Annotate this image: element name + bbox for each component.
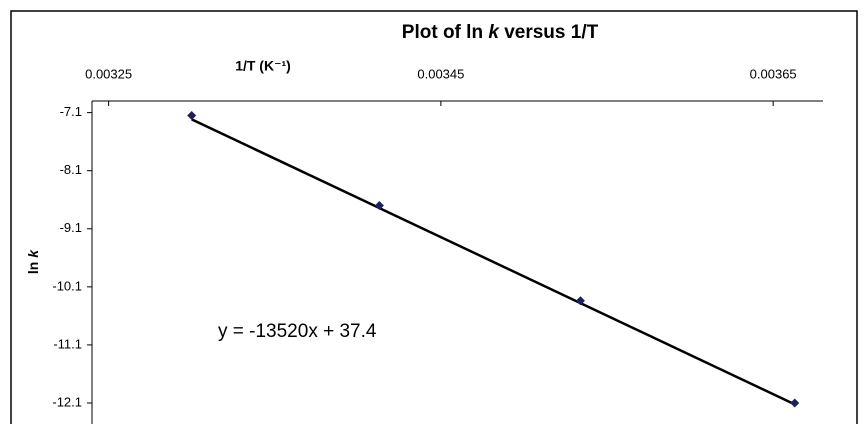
x-tick-label: 0.00345 xyxy=(417,66,464,81)
chart-title: Plot of ln k versus 1/T xyxy=(402,22,599,43)
trendline xyxy=(191,118,796,406)
data-point xyxy=(374,201,384,211)
chart-frame xyxy=(10,10,858,424)
x-axis-title: 1/T (K⁻¹) xyxy=(235,58,291,74)
data-point xyxy=(790,398,800,408)
y-tick-label: -11.1 xyxy=(53,336,82,351)
y-tick-label: -7.1 xyxy=(60,104,82,119)
x-tick-label: 0.00325 xyxy=(85,66,132,81)
y-axis-title: ln k xyxy=(25,249,41,274)
data-point xyxy=(187,111,197,121)
trendline-equation: y = -13520x + 37.4 xyxy=(218,321,377,342)
y-tick-label: -12.1 xyxy=(52,394,82,409)
y-tick-label: -9.1 xyxy=(60,220,82,235)
y-tick-label: -10.1 xyxy=(52,278,82,293)
data-point xyxy=(575,296,585,306)
y-tick-label: -8.1 xyxy=(60,162,82,177)
x-tick-label: 0.00365 xyxy=(750,66,797,81)
